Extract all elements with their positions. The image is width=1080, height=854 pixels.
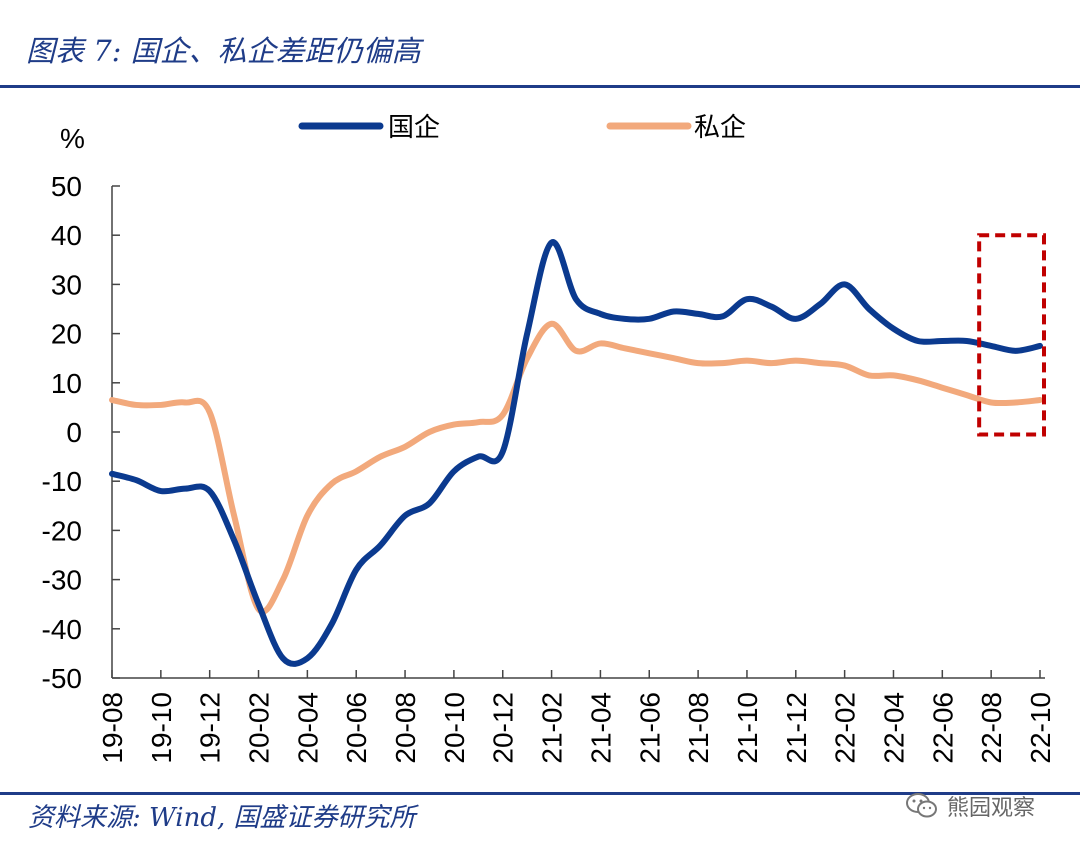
y-tick-label: 20: [51, 319, 82, 350]
x-tick-label: 20-02: [244, 692, 275, 764]
series-line-soe: [109, 239, 1043, 667]
y-axis-unit: %: [60, 123, 85, 154]
y-tick-label: 40: [51, 220, 82, 251]
wechat-icon: [906, 793, 937, 818]
watermark: 熊园观察: [905, 788, 1065, 824]
series-line-private: [109, 320, 1043, 615]
y-tick-label: -50: [42, 663, 82, 694]
x-tick-label: 19-08: [97, 692, 128, 764]
x-tick-label: 20-06: [341, 692, 372, 764]
x-tick-label: 21-02: [537, 692, 568, 764]
legend-label-private: 私企: [694, 113, 746, 143]
x-tick-label: 22-08: [976, 692, 1007, 764]
y-tick-label: -10: [42, 466, 82, 497]
x-tick-label: 20-04: [292, 692, 323, 764]
y-tick-label: -20: [42, 515, 82, 546]
x-tick-label: 21-08: [683, 692, 714, 764]
y-tick-label: -40: [42, 614, 82, 645]
x-tick-label: 22-04: [878, 692, 909, 764]
x-tick-label: 21-06: [634, 692, 665, 764]
x-tick-label: 22-02: [830, 692, 861, 764]
x-tick-label: 20-12: [488, 692, 519, 764]
x-tick-label: 21-04: [585, 692, 616, 764]
y-tick-label: 30: [51, 269, 82, 300]
figure-title: 图表 7: 国企、私企差距仍偏高: [26, 34, 421, 68]
footer-divider: [0, 792, 1080, 795]
x-tick-label: 22-10: [1025, 692, 1056, 764]
x-tick-label: 20-08: [390, 692, 421, 764]
y-tick-label: 0: [66, 417, 82, 448]
x-tick-label: 22-06: [927, 692, 958, 764]
y-tick-label: 10: [51, 368, 82, 399]
x-tick-label: 21-10: [732, 692, 763, 764]
source-note: 资料来源: Wind, 国盛证券研究所: [28, 803, 416, 833]
title-divider: [0, 85, 1080, 88]
chart-legend: 国企 私企: [298, 113, 746, 143]
x-tick-label: 19-12: [195, 692, 226, 764]
highlight-box: [977, 233, 1046, 437]
y-tick-label: 50: [51, 171, 82, 202]
y-tick-label: -30: [42, 565, 82, 596]
x-tick-label: 20-10: [439, 692, 470, 764]
line-chart: 国企 私企 % 50 40 30 20 10 0 -10 -20 -30 -40 -50 19-08…: [42, 113, 1056, 764]
watermark-text: 熊园观察: [947, 796, 1036, 821]
x-tick-label: 21-12: [781, 692, 812, 764]
legend-label-soe: 国企: [388, 113, 440, 143]
x-tick-label: 19-10: [146, 692, 177, 764]
